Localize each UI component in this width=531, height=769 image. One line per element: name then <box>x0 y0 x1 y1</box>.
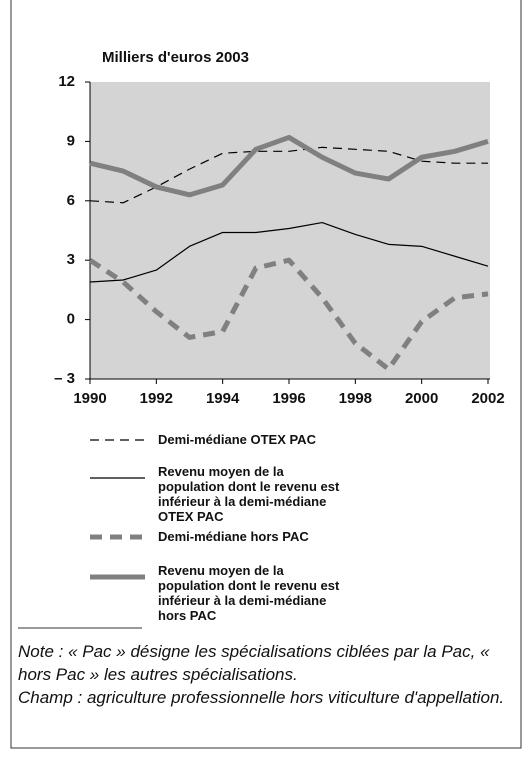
y-tick-label: – 3 <box>54 370 75 387</box>
series-line <box>89 221 489 283</box>
legend-label: Revenu moyen de la population dont le re… <box>158 464 340 524</box>
y-tick-label: 0 <box>67 311 75 328</box>
series-line <box>89 134 489 198</box>
x-tick-label: 2002 <box>471 390 504 407</box>
y-tick-label: 12 <box>58 73 75 90</box>
legend-label: Demi-médiane hors PAC <box>158 529 309 544</box>
y-tick-label: 6 <box>67 192 75 209</box>
series-line <box>88 257 489 372</box>
y-tick-label: 9 <box>67 132 75 149</box>
legend-label: Revenu moyen de la population dont le re… <box>158 563 340 623</box>
series-line <box>89 146 488 204</box>
note: Note : « Pac » désigne les spécialisatio… <box>18 642 490 684</box>
x-tick-label: 2000 <box>405 390 438 407</box>
plot-area <box>90 82 490 379</box>
legend-label: Demi-médiane OTEX PAC <box>158 432 316 447</box>
y-tick-label: 3 <box>67 251 75 268</box>
frame <box>10 0 522 749</box>
note: Champ : agriculture professionnelle hors… <box>18 688 505 707</box>
x-tick-label: 1998 <box>339 390 372 407</box>
y-axis-label: Milliers d'euros 2003 <box>102 49 249 66</box>
x-tick-label: 1992 <box>140 390 173 407</box>
x-tick-label: 1994 <box>206 390 240 407</box>
notes: Note : « Pac » désigne les spécialisatio… <box>18 640 518 709</box>
x-tick-label: 1996 <box>272 390 305 407</box>
x-tick-label: 1990 <box>73 390 106 407</box>
